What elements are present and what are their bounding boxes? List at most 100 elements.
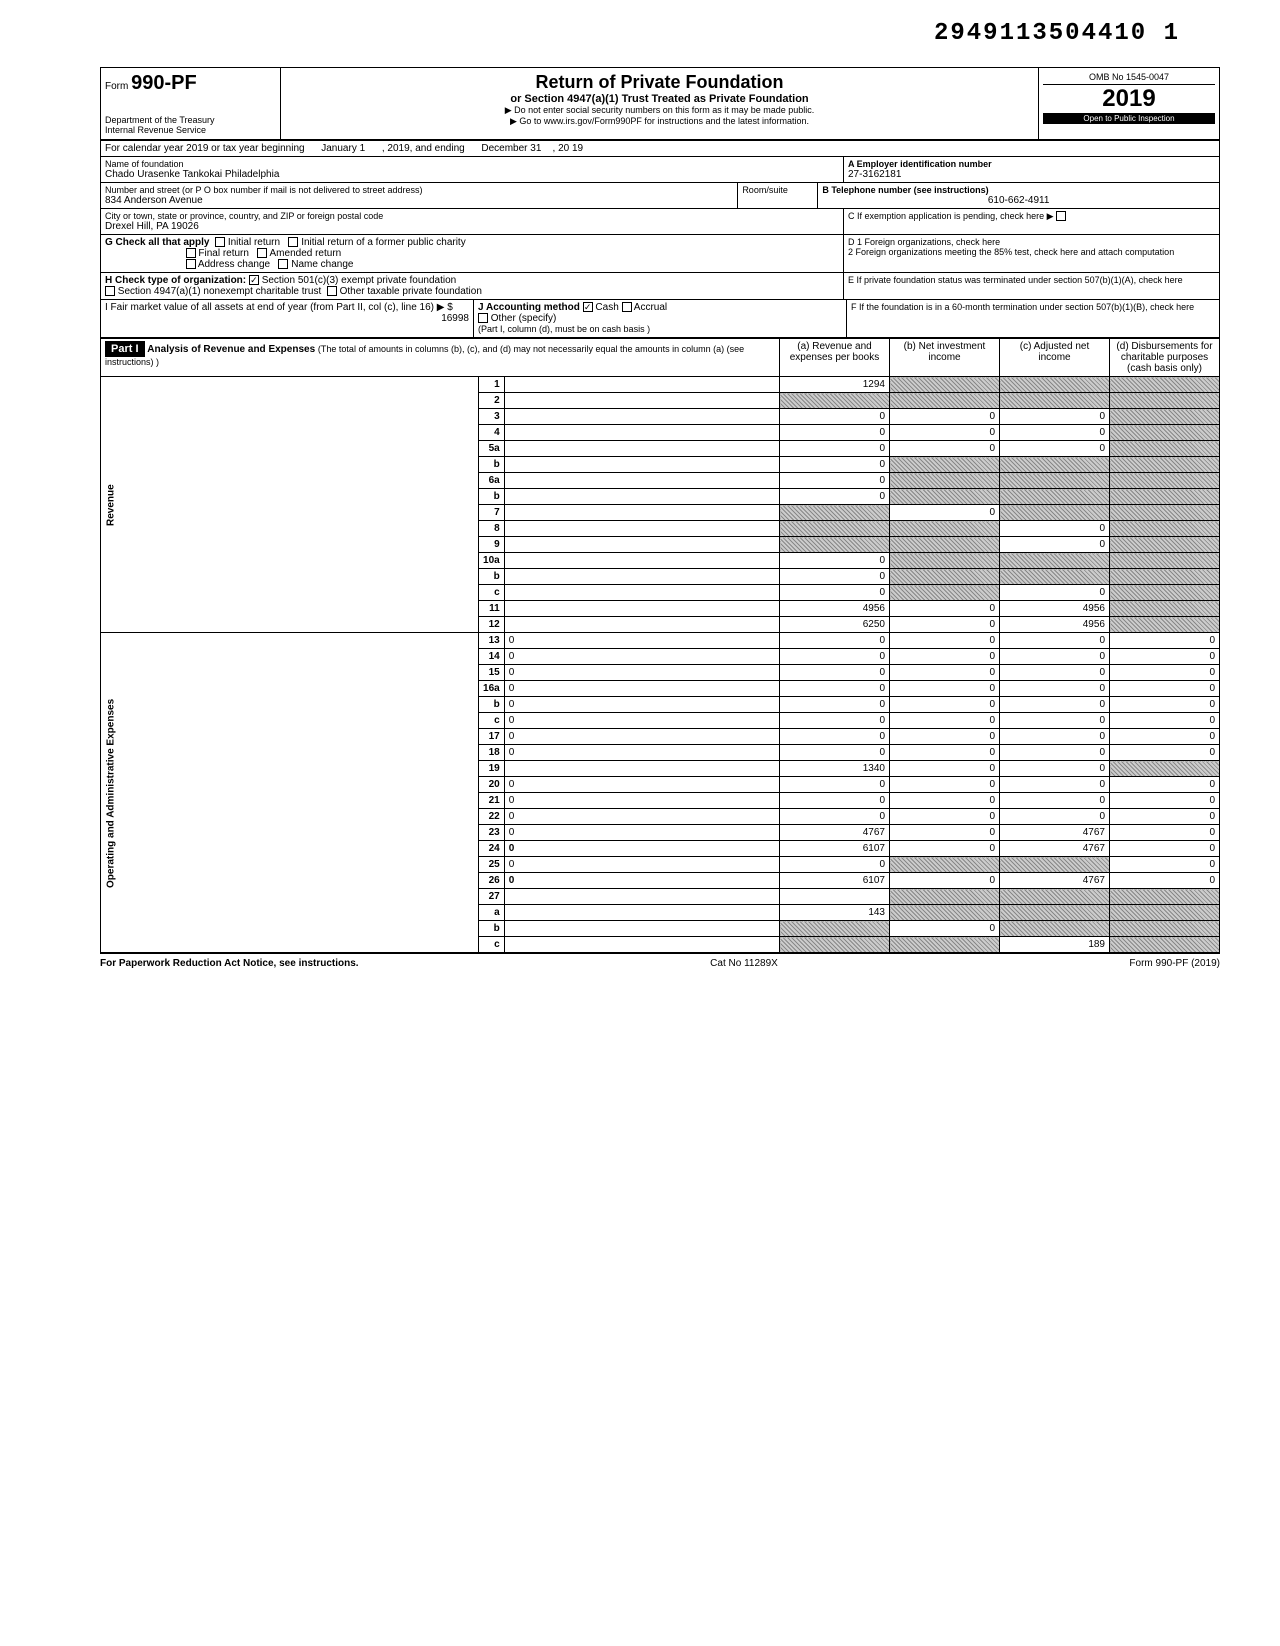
table-row: Operating and Administrative Expenses130…: [101, 633, 1220, 649]
name-ein-row: Name of foundation Chado Urasenke Tankok…: [100, 157, 1220, 183]
name-label: Name of foundation: [105, 159, 839, 169]
line-description: [504, 377, 779, 393]
f-label: F If the foundation is in a 60-month ter…: [847, 300, 1219, 337]
line-value-b: [890, 393, 1000, 409]
page-number: 2949113504410 1: [40, 20, 1240, 47]
line-value-c: [1000, 569, 1110, 585]
line-value-c: 0: [1000, 425, 1110, 441]
line-number: c: [479, 713, 505, 729]
line-value-b: 0: [890, 841, 1000, 857]
period-row: For calendar year 2019 or tax year begin…: [100, 141, 1220, 157]
j-accrual: Accrual: [634, 302, 667, 313]
line-value-b: 0: [890, 825, 1000, 841]
g-opt-0: Initial return: [228, 237, 280, 248]
line-description: [504, 921, 779, 937]
h-opt2: Section 4947(a)(1) nonexempt charitable …: [118, 286, 321, 297]
line-value-c: 0: [1000, 585, 1110, 601]
line-value-d: 0: [1110, 873, 1220, 889]
line-value-d: 0: [1110, 777, 1220, 793]
header-center: Return of Private Foundation or Section …: [281, 68, 1039, 139]
line-description: [504, 441, 779, 457]
line-value-c: 0: [1000, 441, 1110, 457]
g-amended-checkbox[interactable]: [257, 248, 267, 258]
line-value-a: 0: [780, 793, 890, 809]
form-990pf: Form 990-PF Department of the Treasury I…: [100, 67, 1220, 973]
line-value-a: 0: [780, 729, 890, 745]
line-description: [504, 505, 779, 521]
col-d-header: (d) Disbursements for charitable purpose…: [1110, 339, 1220, 377]
line-value-c: [1000, 473, 1110, 489]
line-value-d: [1110, 441, 1220, 457]
line-value-c: 0: [1000, 521, 1110, 537]
line-value-d: 0: [1110, 857, 1220, 873]
line-value-b: [890, 937, 1000, 953]
line-value-b: 0: [890, 777, 1000, 793]
header-left: Form 990-PF Department of the Treasury I…: [101, 68, 281, 139]
line-value-b: [890, 521, 1000, 537]
line-description: [504, 473, 779, 489]
e-label: E If private foundation status was termi…: [844, 273, 1219, 299]
line-description: [504, 761, 779, 777]
g-name-checkbox[interactable]: [278, 259, 288, 269]
line-value-a: 0: [780, 633, 890, 649]
line-number: 13: [479, 633, 505, 649]
line-value-b: 0: [890, 681, 1000, 697]
line-value-d: [1110, 489, 1220, 505]
line-description: [504, 553, 779, 569]
line-value-d: [1110, 473, 1220, 489]
line-value-d: [1110, 617, 1220, 633]
line-value-d: 0: [1110, 649, 1220, 665]
line-value-c: 0: [1000, 777, 1110, 793]
g-address-checkbox[interactable]: [186, 259, 196, 269]
line-value-b: [890, 473, 1000, 489]
line-value-d: [1110, 553, 1220, 569]
period-text-a: For calendar year 2019 or tax year begin…: [105, 143, 305, 154]
line-value-a: 6107: [780, 841, 890, 857]
i-label: I Fair market value of all assets at end…: [105, 302, 453, 313]
line-value-d: [1110, 601, 1220, 617]
j-other-checkbox[interactable]: [478, 313, 488, 323]
line-description: 0: [504, 697, 779, 713]
line-value-d: [1110, 505, 1220, 521]
line-value-d: 0: [1110, 809, 1220, 825]
line-value-b: 0: [890, 665, 1000, 681]
line-number: 26: [479, 873, 505, 889]
expenses-section-label: Operating and Administrative Expenses: [101, 633, 479, 953]
line-value-c: 0: [1000, 665, 1110, 681]
line-value-d: 0: [1110, 697, 1220, 713]
j-accrual-checkbox[interactable]: [622, 302, 632, 312]
h-4947-checkbox[interactable]: [105, 286, 115, 296]
line-description: 0: [504, 825, 779, 841]
h-other-checkbox[interactable]: [327, 286, 337, 296]
line-value-d: 0: [1110, 841, 1220, 857]
line-value-c: [1000, 489, 1110, 505]
line-value-a: 0: [780, 809, 890, 825]
h-501c3-checkbox[interactable]: ✓: [249, 275, 259, 285]
j-cash-checkbox[interactable]: ✓: [583, 302, 593, 312]
g-final-checkbox[interactable]: [186, 248, 196, 258]
g-former-checkbox[interactable]: [288, 237, 298, 247]
line-value-c: 0: [1000, 809, 1110, 825]
header-right: OMB No 1545-0047 2019 Open to Public Ins…: [1039, 68, 1219, 139]
line-value-c: 189: [1000, 937, 1110, 953]
city-pending-row: City or town, state or province, country…: [100, 209, 1220, 235]
room-label: Room/suite: [742, 185, 813, 195]
line-value-d: [1110, 905, 1220, 921]
pending-checkbox[interactable]: [1056, 211, 1066, 221]
line-number: 5a: [479, 441, 505, 457]
line-number: 15: [479, 665, 505, 681]
line-value-a: 0: [780, 441, 890, 457]
line-description: [504, 537, 779, 553]
line-value-c: 0: [1000, 729, 1110, 745]
line-value-d: [1110, 569, 1220, 585]
table-row: Revenue11294: [101, 377, 1220, 393]
ein-value: 27-3162181: [848, 169, 1215, 180]
line-value-a: 0: [780, 569, 890, 585]
line-value-a: 0: [780, 697, 890, 713]
line-value-d: [1110, 537, 1220, 553]
line-value-c: [1000, 553, 1110, 569]
line-value-d: 0: [1110, 793, 1220, 809]
irs: Internal Revenue Service: [105, 125, 276, 135]
line-value-a: 0: [780, 553, 890, 569]
g-initial-checkbox[interactable]: [215, 237, 225, 247]
